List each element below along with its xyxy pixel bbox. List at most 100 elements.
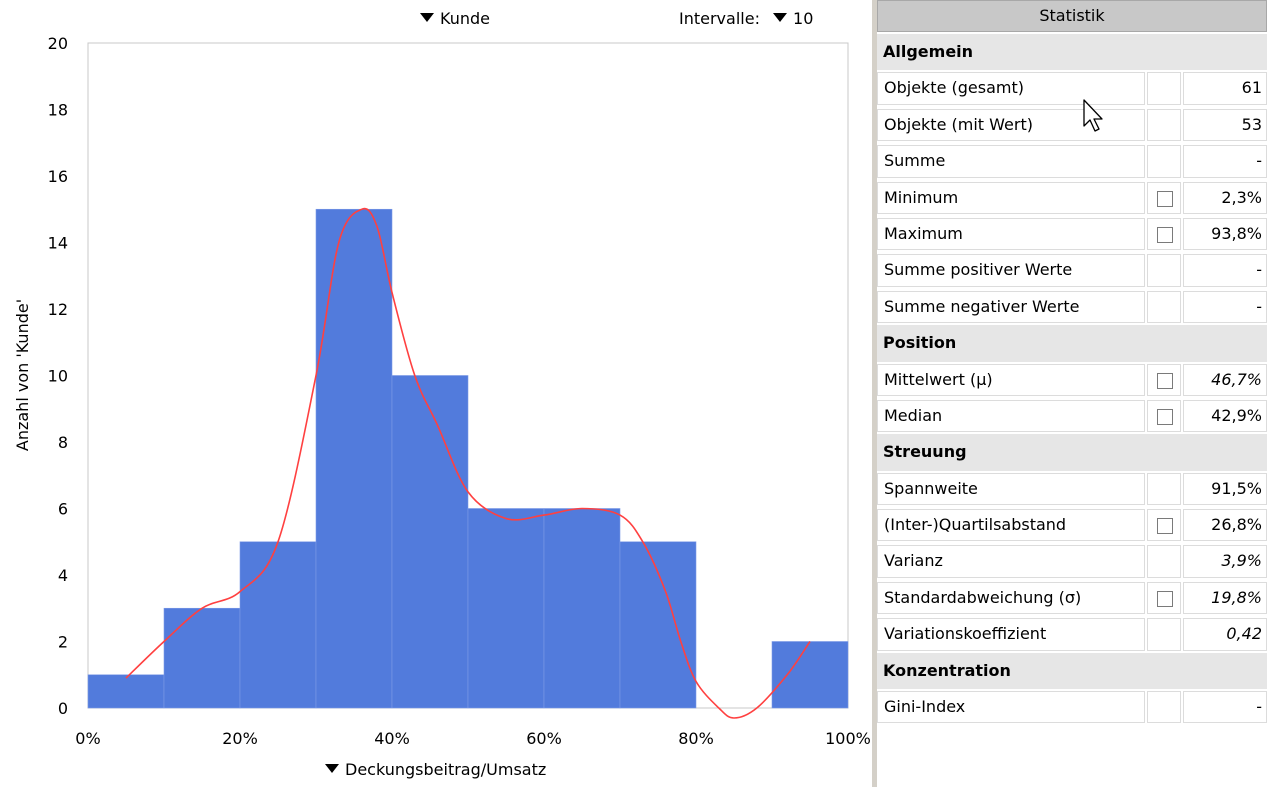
stats-row: Varianz 3,9% bbox=[877, 543, 1267, 580]
x-axis-label: Deckungsbeitrag/Umsatz bbox=[345, 760, 547, 779]
show-in-chart-checkbox[interactable] bbox=[1157, 590, 1173, 607]
dropdown-arrow-icon bbox=[773, 13, 788, 22]
stats-row-check-cell bbox=[1147, 290, 1181, 324]
histogram-bar-7[interactable] bbox=[619, 541, 697, 709]
show-in-chart-checkbox[interactable] bbox=[1157, 408, 1173, 425]
stats-row-check-cell bbox=[1147, 145, 1181, 178]
stats-section-position: Position bbox=[877, 325, 1267, 362]
stats-row-label: Summe negativer Werte bbox=[877, 290, 1145, 324]
statistics-table: Allgemein Objekte (gesamt) 61 Objekte (mit … bbox=[877, 34, 1267, 726]
stats-row-value: 26,8% bbox=[1183, 509, 1267, 542]
stats-row-value: 0,42 bbox=[1183, 618, 1267, 651]
panel-splitter[interactable] bbox=[872, 0, 877, 787]
stats-section-allgemein: Allgemein bbox=[877, 34, 1267, 71]
stats-row-value: - bbox=[1183, 145, 1267, 178]
density-curve bbox=[125, 207, 811, 719]
x-tick-label-80: 80% bbox=[678, 729, 714, 748]
statistics-panel: Statistik Allgemein Objekte (gesamt) 61 Obj… bbox=[877, 0, 1271, 787]
stats-row-check-cell bbox=[1147, 72, 1181, 105]
stats-row-check-cell bbox=[1147, 217, 1181, 251]
show-in-chart-checkbox[interactable] bbox=[1157, 226, 1173, 243]
x-tick-label-20: 20% bbox=[222, 729, 258, 748]
stats-row-label: Varianz bbox=[877, 545, 1145, 578]
mouse-cursor-icon bbox=[1083, 99, 1103, 132]
stats-row: Spannweite 91,5% bbox=[877, 470, 1267, 508]
stats-row: Summe - bbox=[877, 143, 1267, 180]
stats-row: Objekte (mit Wert) 53 bbox=[877, 106, 1267, 144]
stats-row-value: 53 bbox=[1183, 108, 1267, 142]
stats-row-check-cell bbox=[1147, 363, 1181, 396]
y-tick-label-14: 14 bbox=[48, 234, 68, 253]
stats-row: Median 42,9% bbox=[877, 397, 1267, 435]
stats-row-label: Objekte (mit Wert) bbox=[877, 108, 1145, 142]
group-by-label: Kunde bbox=[440, 9, 490, 28]
stats-row-check-cell bbox=[1147, 254, 1181, 287]
y-tick-label-2: 2 bbox=[58, 633, 68, 652]
stats-row-value: - bbox=[1183, 691, 1267, 724]
histogram-bar-4[interactable] bbox=[391, 375, 469, 709]
y-tick-label-16: 16 bbox=[48, 167, 68, 186]
stats-row-check-cell bbox=[1147, 399, 1181, 433]
show-in-chart-checkbox[interactable] bbox=[1157, 372, 1173, 389]
stats-row-label: Spannweite bbox=[877, 472, 1145, 506]
histogram-chart: 0 2 4 6 8 10 12 14 16 18 20 0% 20% 40% 60% 80% 100% Anz… bbox=[13, 34, 871, 748]
y-tick-label-20: 20 bbox=[48, 34, 68, 53]
stats-row-value: 2,3% bbox=[1183, 181, 1267, 214]
stats-row-label: (Inter-)Quartilsabstand bbox=[877, 509, 1145, 542]
y-tick-label-18: 18 bbox=[48, 101, 68, 120]
stats-row: Mittelwert (μ) 46,7% bbox=[877, 361, 1267, 398]
stats-row-label: Maximum bbox=[877, 217, 1145, 251]
stats-row-label: Mittelwert (μ) bbox=[877, 363, 1145, 396]
stats-row-check-cell bbox=[1147, 472, 1181, 506]
stats-row-label: Median bbox=[877, 399, 1145, 433]
stats-row-check-cell bbox=[1147, 581, 1181, 615]
stats-row-check-cell bbox=[1147, 691, 1181, 724]
stats-row-label: Summe positiver Werte bbox=[877, 254, 1145, 287]
stats-row: Variationskoeffizient 0,42 bbox=[877, 616, 1267, 653]
stats-row: Minimum 2,3% bbox=[877, 179, 1267, 216]
histogram-bar-6[interactable] bbox=[543, 508, 621, 709]
stats-row-value: 42,9% bbox=[1183, 399, 1267, 433]
stats-section-streuung: Streuung bbox=[877, 434, 1267, 471]
histogram-bar-9[interactable] bbox=[771, 641, 849, 709]
y-tick-label-12: 12 bbox=[48, 300, 68, 319]
x-tick-label-0: 0% bbox=[75, 729, 100, 748]
stats-row-value: 3,9% bbox=[1183, 545, 1267, 578]
y-tick-label-8: 8 bbox=[58, 433, 68, 452]
histogram-bar-1[interactable] bbox=[163, 607, 241, 709]
intervals-control[interactable]: Intervalle: 10 bbox=[679, 9, 813, 29]
dropdown-arrow-icon bbox=[325, 764, 339, 773]
y-tick-label-0: 0 bbox=[58, 699, 68, 718]
x-tick-label-60: 60% bbox=[526, 729, 562, 748]
histogram-bar-0[interactable] bbox=[87, 674, 165, 709]
stats-row-value: 46,7% bbox=[1183, 363, 1267, 396]
stats-row-label: Summe bbox=[877, 145, 1145, 178]
x-axis-field-dropdown[interactable]: Deckungsbeitrag/Umsatz bbox=[325, 760, 546, 780]
stats-row-check-cell bbox=[1147, 108, 1181, 142]
show-in-chart-checkbox[interactable] bbox=[1157, 518, 1173, 535]
y-tick-label-10: 10 bbox=[48, 367, 68, 386]
stats-row-check-cell bbox=[1147, 618, 1181, 651]
stats-row: Summe positiver Werte - bbox=[877, 252, 1267, 289]
dropdown-arrow-icon bbox=[420, 13, 434, 22]
histogram-bar-2[interactable] bbox=[239, 541, 317, 709]
histogram-chart-area: 0 2 4 6 8 10 12 14 16 18 20 0% 20% 40% 60% 80% 100% Anz… bbox=[13, 9, 871, 780]
stats-row-check-cell bbox=[1147, 545, 1181, 578]
intervals-label: Intervalle: bbox=[679, 9, 760, 28]
stats-section-konzentration: Konzentration bbox=[877, 652, 1267, 690]
stats-row: Standardabweichung (σ) 19,8% bbox=[877, 579, 1267, 617]
stats-row-check-cell bbox=[1147, 509, 1181, 542]
stats-row-label: Standardabweichung (σ) bbox=[877, 581, 1145, 615]
stats-row-value: 91,5% bbox=[1183, 472, 1267, 506]
stats-row: Maximum 93,8% bbox=[877, 215, 1267, 253]
y-tick-label-6: 6 bbox=[58, 500, 68, 519]
group-by-dropdown[interactable]: Kunde bbox=[420, 9, 490, 29]
stats-row-value: - bbox=[1183, 290, 1267, 324]
histogram-bar-3[interactable] bbox=[315, 208, 393, 709]
statistics-header: Statistik bbox=[877, 0, 1267, 32]
show-in-chart-checkbox[interactable] bbox=[1157, 190, 1173, 207]
stats-row: Objekte (gesamt) 61 bbox=[877, 70, 1267, 107]
stats-row: (Inter-)Quartilsabstand 26,8% bbox=[877, 507, 1267, 544]
histogram-bar-5[interactable] bbox=[467, 508, 545, 709]
stats-row-label: Variationskoeffizient bbox=[877, 618, 1145, 651]
